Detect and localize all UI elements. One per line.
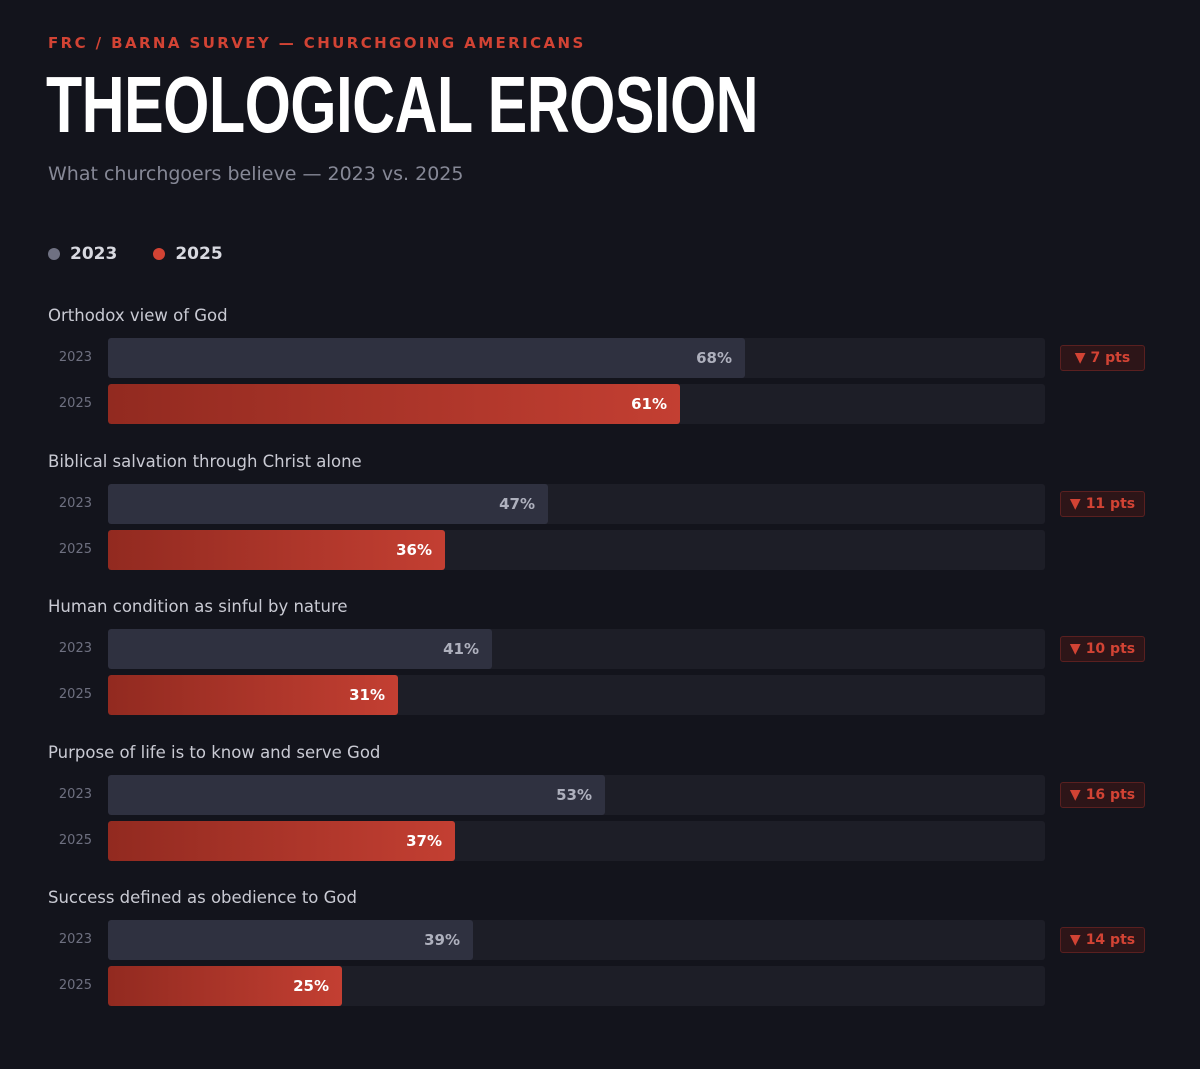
bar-track: 31% — [108, 675, 1045, 715]
chart-eyebrow: FRC / BARNA SURVEY — CHURCHGOING AMERICA… — [48, 34, 586, 52]
delta-value: 14 pts — [1085, 932, 1136, 948]
series-row-label: 2025 — [58, 978, 92, 993]
bar-2023 — [108, 338, 745, 378]
legend-label-2023: 2023 — [70, 244, 118, 264]
delta-badge: ▼ 7 pts — [1060, 345, 1145, 371]
bar-2023 — [108, 920, 473, 960]
category-group: Human condition as sinful by nature 2023 4… — [0, 597, 1200, 727]
bar-track: 36% — [108, 529, 1045, 570]
down-arrow-icon: ▼ — [1069, 786, 1081, 803]
bar-2025 — [108, 529, 445, 570]
down-arrow-icon: ▼ — [1069, 495, 1081, 512]
legend: 2023 2025 — [48, 244, 223, 264]
legend-item-2025: 2025 — [153, 244, 223, 264]
legend-swatch-2023 — [48, 248, 60, 260]
bar-track: 25% — [108, 966, 1045, 1006]
down-arrow-icon: ▼ — [1069, 641, 1081, 657]
delta-value: 7 pts — [1090, 350, 1131, 366]
bar-track: 47% — [108, 483, 1045, 524]
legend-swatch-2025 — [153, 248, 166, 260]
legend-item-2023: 2023 — [48, 244, 117, 264]
series-row-label: 2025 — [58, 832, 92, 848]
category-label: Biblical salvation through Christ alone — [48, 451, 362, 471]
bar-2025 — [108, 384, 680, 424]
bar-value-label: 47% — [499, 494, 535, 513]
category-label: Success defined as obedience to God — [48, 888, 357, 907]
category-group: Success defined as obedience to God 2023 3… — [0, 888, 1200, 1018]
bar-track: 39% — [108, 920, 1045, 960]
bar-2025 — [108, 966, 342, 1006]
series-row-label: 2023 — [58, 641, 92, 656]
legend-label-2025: 2025 — [175, 244, 223, 264]
bar-value-label: 68% — [696, 349, 732, 367]
bar-value-label: 61% — [631, 395, 667, 413]
bar-2023 — [108, 774, 605, 815]
down-arrow-icon: ▼ — [1074, 350, 1086, 366]
category-label: Purpose of life is to know and serve God — [48, 742, 381, 762]
bar-value-label: 39% — [424, 931, 460, 949]
bar-value-label: 53% — [556, 785, 592, 804]
bar-track: 61% — [108, 384, 1045, 424]
bar-value-label: 25% — [293, 977, 329, 995]
series-row-label: 2023 — [58, 932, 92, 947]
bar-value-label: 36% — [396, 540, 432, 559]
bar-2025 — [108, 820, 455, 861]
delta-badge: ▼ 16 pts — [1060, 781, 1145, 808]
delta-badge: ▼ 10 pts — [1060, 636, 1145, 662]
delta-value: 10 pts — [1085, 641, 1136, 657]
series-row-label: 2025 — [58, 687, 92, 702]
down-arrow-icon: ▼ — [1069, 932, 1081, 948]
series-row-label: 2023 — [58, 786, 92, 802]
chart-subtitle: What churchgoers believe — 2023 vs. 2025 — [48, 163, 464, 185]
category-group: Orthodox view of God 2023 68% 2025 61% ▼ 7 pts — [0, 306, 1200, 436]
bar-value-label: 37% — [406, 831, 442, 850]
bar-track: 37% — [108, 820, 1045, 861]
bar-2023 — [108, 629, 492, 669]
series-row-label: 2025 — [58, 541, 92, 557]
delta-value: 11 pts — [1085, 495, 1136, 512]
bar-track: 41% — [108, 629, 1045, 669]
category-label: Human condition as sinful by nature — [48, 597, 348, 616]
series-row-label: 2025 — [58, 396, 92, 411]
bar-track: 68% — [108, 338, 1045, 378]
bar-value-label: 31% — [349, 686, 385, 704]
delta-badge: ▼ 14 pts — [1060, 927, 1145, 953]
series-row-label: 2023 — [58, 350, 92, 365]
category-label: Orthodox view of God — [48, 306, 228, 325]
bar-value-label: 41% — [443, 640, 479, 658]
category-group: Biblical salvation through Christ alone 2… — [0, 452, 1200, 582]
chart-title: THEOLOGICAL EROSION — [46, 60, 759, 149]
bar-2025 — [108, 675, 398, 715]
bar-track: 53% — [108, 774, 1045, 815]
delta-badge: ▼ 11 pts — [1060, 490, 1145, 517]
category-group: Purpose of life is to know and serve God… — [0, 743, 1200, 873]
series-row-label: 2023 — [58, 495, 92, 511]
delta-value: 16 pts — [1085, 786, 1136, 803]
bar-2023 — [108, 483, 548, 524]
